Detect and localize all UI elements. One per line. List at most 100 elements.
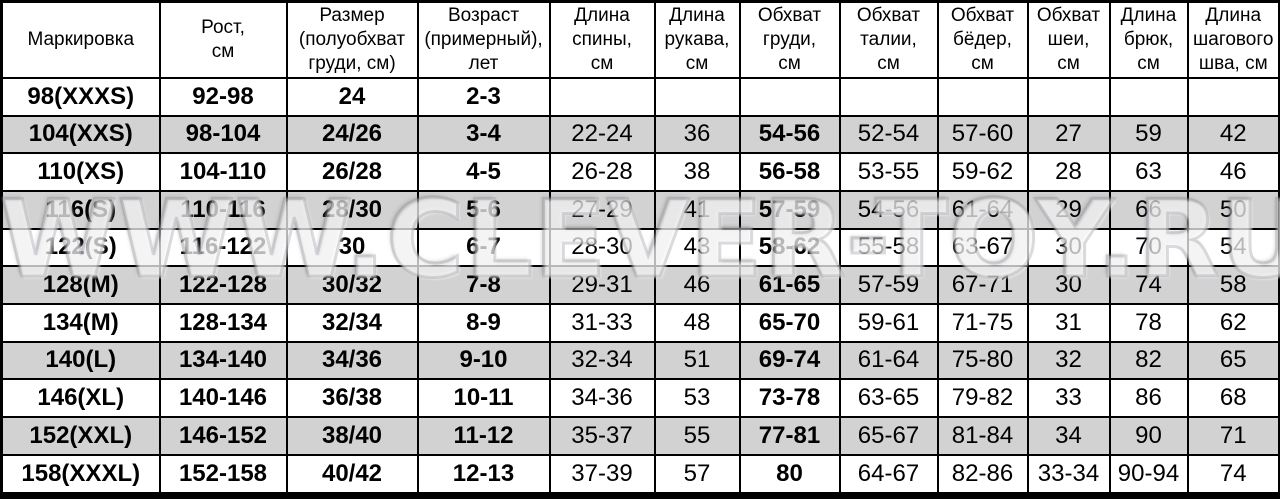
table-body: 98(XXXS) 92-98 24 2-3 104(XXS) 98-104 24/26 3-4… xyxy=(0,77,1280,497)
table-cell: 26/28 xyxy=(285,152,419,192)
table-cell: 29-31 xyxy=(548,265,656,305)
table-cell: 28-30 xyxy=(548,227,656,268)
table-cell: 67-71 xyxy=(936,265,1029,305)
table-cell: 57-59 xyxy=(738,189,841,230)
table-cell: 63-65 xyxy=(838,378,939,418)
table-cell: 65-70 xyxy=(738,302,841,343)
table-cell: 74 xyxy=(1108,265,1189,305)
table-cell: 128-134 xyxy=(158,302,288,343)
table-cell: 38/40 xyxy=(285,415,419,456)
table-cell: 152-158 xyxy=(158,453,288,497)
table-cell: 92-98 xyxy=(158,77,288,117)
table-cell: 30 xyxy=(285,227,419,268)
table-cell: 41 xyxy=(653,189,741,230)
table-cell: 46 xyxy=(653,265,741,305)
table-cell: 110-116 xyxy=(158,189,288,230)
table-cell: 71-75 xyxy=(936,302,1029,343)
table-cell: 86 xyxy=(1108,378,1189,418)
column-header-hip-girth: Обхват бёдер, см xyxy=(936,0,1029,79)
table-cell: 146(XL) xyxy=(0,378,161,418)
table-row: 98(XXXS) 92-98 24 2-3 xyxy=(0,77,1280,117)
table-cell: 66 xyxy=(1108,189,1189,230)
table-cell: 6-7 xyxy=(416,227,551,268)
table-cell xyxy=(738,77,841,117)
table-cell: 75-80 xyxy=(936,340,1029,381)
table-cell: 152(XXL) xyxy=(0,415,161,456)
table-cell: 42 xyxy=(1186,114,1280,155)
table-cell: 74 xyxy=(1186,453,1280,497)
table-cell: 81-84 xyxy=(936,415,1029,456)
table-cell: 7-8 xyxy=(416,265,551,305)
table-cell: 80 xyxy=(738,453,841,497)
column-header-marking: Маркировка xyxy=(0,0,161,79)
table-cell: 27 xyxy=(1026,114,1111,155)
table-cell: 33-34 xyxy=(1026,453,1111,497)
table-cell: 55 xyxy=(653,415,741,456)
table-cell: 4-5 xyxy=(416,152,551,192)
table-cell: 69-74 xyxy=(738,340,841,381)
column-header-pants-length: Длина брюк, см xyxy=(1108,0,1189,79)
table-cell: 146-152 xyxy=(158,415,288,456)
table-cell: 58 xyxy=(1186,265,1280,305)
table-cell: 82-86 xyxy=(936,453,1029,497)
table-cell: 57 xyxy=(653,453,741,497)
table-cell: 36/38 xyxy=(285,378,419,418)
table-cell: 62 xyxy=(1186,302,1280,343)
table-row: 158(XXXL) 152-158 40/42 12-13 37-39 57 80 64-67… xyxy=(0,453,1280,497)
table-row: 152(XXL) 146-152 38/40 11-12 35-37 55 77-81 65-… xyxy=(0,415,1280,456)
table-cell: 38 xyxy=(653,152,741,192)
table-cell: 53 xyxy=(653,378,741,418)
table-cell: 140(L) xyxy=(0,340,161,381)
table-cell: 98(XXXS) xyxy=(0,77,161,117)
table-cell: 34-36 xyxy=(548,378,656,418)
table-cell: 35-37 xyxy=(548,415,656,456)
table-cell: 55-58 xyxy=(838,227,939,268)
table-cell: 2-3 xyxy=(416,77,551,117)
table-row: 134(M) 128-134 32/34 8-9 31-33 48 65-70 59-61 71… xyxy=(0,302,1280,343)
table-cell: 61-64 xyxy=(936,189,1029,230)
table-header-row: Маркировка Рост, см Размер (полуобхват г… xyxy=(0,0,1280,79)
table-cell: 50 xyxy=(1186,189,1280,230)
column-header-neck-girth: Обхват шеи, см xyxy=(1026,0,1111,79)
table-row: 128(M) 122-128 30/32 7-8 29-31 46 61-65 57-59 67… xyxy=(0,265,1280,305)
table-cell: 30/32 xyxy=(285,265,419,305)
table-cell: 110(XS) xyxy=(0,152,161,192)
table-cell: 158(XXXL) xyxy=(0,453,161,497)
table-cell: 52-54 xyxy=(838,114,939,155)
table-cell: 9-10 xyxy=(416,340,551,381)
table-cell: 51 xyxy=(653,340,741,381)
table-cell: 46 xyxy=(1186,152,1280,192)
table-cell: 28/30 xyxy=(285,189,419,230)
table-cell: 122-128 xyxy=(158,265,288,305)
column-header-inseam-length: Длина шагового шва, см xyxy=(1186,0,1280,79)
column-header-height: Рост, см xyxy=(158,0,288,79)
table-cell: 140-146 xyxy=(158,378,288,418)
table-cell: 48 xyxy=(653,302,741,343)
table-cell: 104-110 xyxy=(158,152,288,192)
table-cell: 71 xyxy=(1186,415,1280,456)
table-cell xyxy=(936,77,1029,117)
table-cell: 33 xyxy=(1026,378,1111,418)
table-cell: 43 xyxy=(653,227,741,268)
table-cell: 65-67 xyxy=(838,415,939,456)
table-cell: 11-12 xyxy=(416,415,551,456)
table-cell: 78 xyxy=(1108,302,1189,343)
table-cell: 53-55 xyxy=(838,152,939,192)
table-row: 146(XL) 140-146 36/38 10-11 34-36 53 73-78 63-6… xyxy=(0,378,1280,418)
table-cell: 28 xyxy=(1026,152,1111,192)
table-cell: 40/42 xyxy=(285,453,419,497)
table-cell: 79-82 xyxy=(936,378,1029,418)
table-cell: 63-67 xyxy=(936,227,1029,268)
table-cell: 59 xyxy=(1108,114,1189,155)
table-cell: 70 xyxy=(1108,227,1189,268)
table-cell: 34 xyxy=(1026,415,1111,456)
table-cell: 32 xyxy=(1026,340,1111,381)
table-cell: 59-62 xyxy=(936,152,1029,192)
table-cell xyxy=(653,77,741,117)
table-cell: 10-11 xyxy=(416,378,551,418)
table-cell: 54 xyxy=(1186,227,1280,268)
column-header-age: Возраст (примерный), лет xyxy=(416,0,551,79)
table-cell: 128(M) xyxy=(0,265,161,305)
table-cell: 22-24 xyxy=(548,114,656,155)
